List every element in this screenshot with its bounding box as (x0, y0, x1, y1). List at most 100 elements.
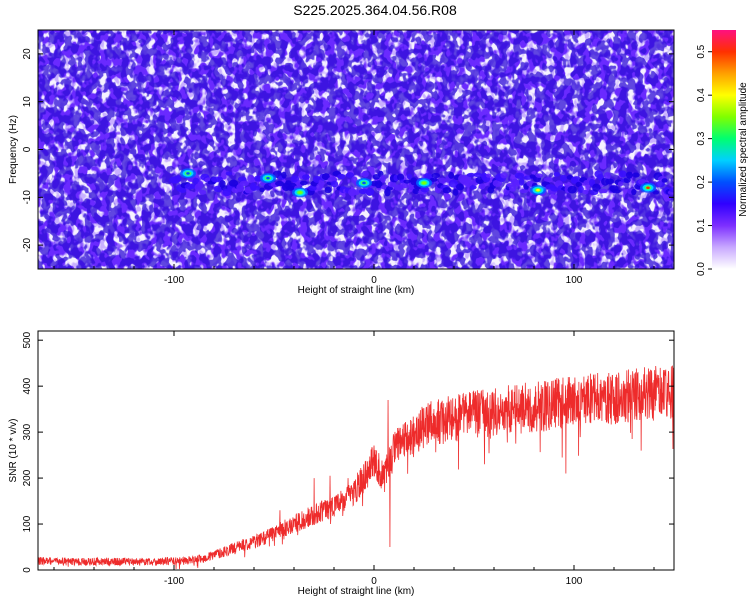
heatmap-x-tick-label: -100 (164, 275, 184, 286)
hotspot-core (298, 191, 302, 194)
signal-band-cell (456, 183, 464, 191)
line-chart-axes: -100 0 100 0 100 200 300 400 500 Height of straig… (8, 331, 674, 597)
signal-band-cell (438, 177, 446, 184)
signal-band-cell (374, 180, 383, 189)
heatmap-y-tick-label: -10 (22, 190, 33, 205)
signal-band-cell (403, 179, 411, 184)
signal-band-cell (669, 187, 674, 193)
signal-band-cell (603, 172, 611, 179)
signal-band-cell (478, 183, 486, 190)
signal-band-cell (605, 178, 614, 185)
signal-band-cell (412, 188, 420, 195)
signal-band-cell (247, 175, 255, 184)
signal-band-cell (225, 171, 233, 176)
line-x-tick-label: -100 (164, 576, 184, 587)
signal-band-cell (302, 174, 310, 180)
signal-band-cell (401, 182, 409, 189)
heatmap-y-tick-label: 0 (22, 146, 33, 152)
colorbar: 0.0 0.1 0.2 0.3 0.4 0.5 Normalized spectral am… (696, 30, 749, 276)
colorbar-tick-label: 0.1 (696, 218, 707, 232)
signal-band-cell (324, 186, 332, 194)
signal-band-cell (396, 173, 405, 181)
heatmap-y-tick-label: 10 (22, 96, 33, 108)
heatmap-x-tick-label: 0 (371, 275, 377, 286)
signal-band-cell (358, 188, 368, 195)
signal-band-cell (518, 177, 525, 186)
signal-band-cell (559, 174, 567, 182)
signal-band-cell (237, 176, 247, 182)
signal-band-cell (466, 172, 476, 178)
colorbar-gradient (712, 30, 736, 269)
line-y-tick-label: 100 (22, 515, 33, 532)
signal-band-cell (535, 173, 543, 178)
signal-band-cell (578, 185, 584, 194)
signal-band-cell (485, 173, 492, 178)
heatmap-x-axis-label: Height of straight line (km) (298, 285, 415, 296)
colorbar-label: Normalized spectral amplitude (738, 82, 749, 217)
signal-band-cell (362, 170, 369, 178)
line-y-tick-label: 300 (22, 423, 33, 440)
signal-band-cell (281, 171, 287, 179)
line-y-tick-label: 400 (22, 377, 33, 394)
signal-band-cell (393, 184, 404, 191)
signal-band-cell (337, 173, 346, 179)
signal-band-cell (652, 190, 660, 195)
colorbar-tick-label: 0.2 (696, 175, 707, 189)
signal-band-cell (321, 173, 330, 181)
signal-band-cell (655, 180, 665, 188)
colorbar-tick-label: 0.5 (696, 44, 707, 58)
signal-band-cell (448, 171, 455, 179)
signal-band-cell (250, 185, 261, 191)
hotspot-core (266, 176, 270, 180)
signal-band-cell (179, 187, 187, 194)
signal-band-cell (429, 177, 438, 182)
signal-band-cell (353, 189, 361, 196)
line-chart-background (38, 331, 674, 570)
signal-band-cell (275, 180, 285, 187)
signal-band-cell (513, 179, 521, 187)
signal-band-cell (631, 188, 637, 196)
heatmap-x-tick-label: 100 (566, 275, 583, 286)
signal-band-cell (365, 187, 375, 196)
signal-band-cell (464, 179, 473, 188)
signal-band-cell (632, 172, 640, 178)
snr-series-line (38, 365, 674, 570)
signal-band-cell (307, 185, 318, 191)
signal-band-cell (380, 175, 386, 183)
signal-band-cell (611, 188, 621, 194)
line-y-tick-label: 200 (22, 469, 33, 486)
signal-band-cell (448, 179, 459, 188)
signal-band-cell (519, 189, 529, 194)
signal-band-cell (431, 172, 441, 179)
signal-band-cell (619, 170, 627, 178)
hotspot-core (362, 181, 366, 185)
signal-band-cell (509, 184, 517, 192)
signal-band-cell (239, 180, 249, 187)
snr-line-chart: -100 0 100 0 100 200 300 400 500 Height of straig… (8, 330, 675, 597)
signal-band-cell (500, 172, 508, 179)
hotspot-core (422, 181, 426, 185)
line-y-tick-label: 500 (22, 331, 33, 348)
signal-band-cell (318, 178, 325, 188)
signal-band-cell (514, 172, 525, 179)
signal-band-cell (473, 172, 483, 178)
line-chart-frame (37, 330, 675, 571)
colorbar-tick-label: 0.4 (696, 88, 707, 102)
signal-hotspots (180, 168, 656, 198)
signal-band-cell (299, 180, 308, 186)
hotspot-core (536, 188, 540, 192)
signal-band-cell (598, 188, 608, 194)
line-x-axis-label: Height of straight line (km) (298, 586, 415, 597)
line-y-axis-label: SNR (10 * v/v) (8, 419, 19, 483)
heatmap-y-tick-label: -20 (22, 237, 33, 252)
signal-band-cell (331, 180, 339, 188)
signal-band-cell (236, 183, 244, 192)
line-x-tick-label: 100 (566, 576, 583, 587)
signal-band-cell (345, 172, 355, 178)
signal-band-cell (442, 187, 452, 194)
signal-band-cell (452, 188, 459, 196)
line-x-tick-label: 0 (371, 576, 377, 587)
